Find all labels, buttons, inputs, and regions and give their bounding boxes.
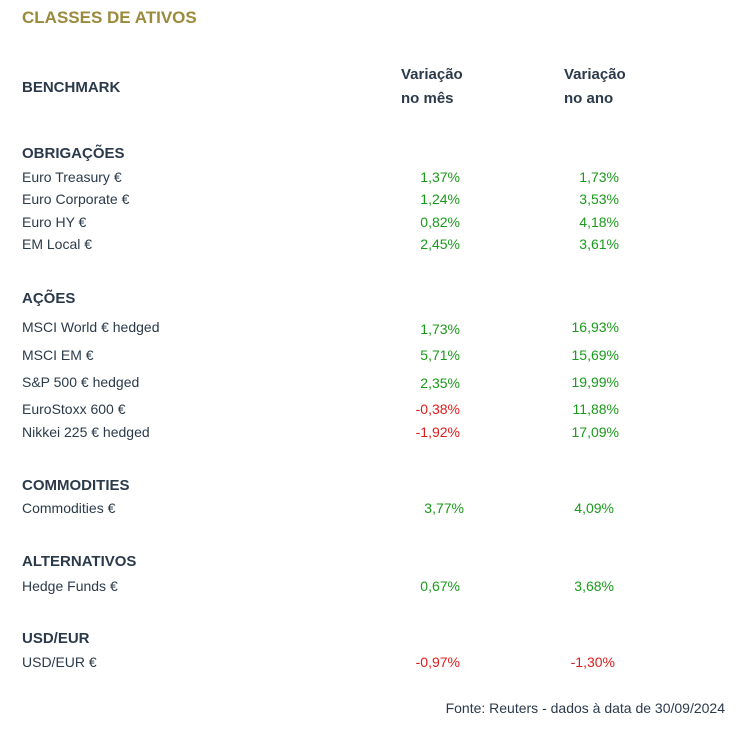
row-month-value: 1,73% xyxy=(420,321,460,337)
row-label: EM Local € xyxy=(22,236,93,252)
year-change-header: Variação no ano xyxy=(564,63,626,111)
row-month-value: 5,71% xyxy=(420,347,460,363)
row-year-value: 3,61% xyxy=(579,236,619,252)
row-year-value: 19,99% xyxy=(571,374,619,390)
row-label: Euro HY € xyxy=(22,214,87,230)
row-year-value: 11,88% xyxy=(572,401,619,417)
row-month-value: 0,67% xyxy=(420,578,460,594)
row-year-value: 3,68% xyxy=(574,578,614,594)
row-year-value: 4,18% xyxy=(579,214,619,230)
section-title-usd-eur: USD/EUR xyxy=(22,630,90,647)
section-title-obrigacoes: OBRIGAÇÕES xyxy=(22,145,125,162)
row-label: Nikkei 225 € hedged xyxy=(22,424,150,440)
row-year-value: 16,93% xyxy=(571,319,619,335)
row-year-value: 15,69% xyxy=(571,347,619,363)
row-month-value: 2,45% xyxy=(420,236,460,252)
row-label: Euro Corporate € xyxy=(22,191,130,207)
year-change-header-line1: Variação xyxy=(564,66,626,83)
row-label: Hedge Funds € xyxy=(22,578,118,594)
month-change-header-line1: Variação xyxy=(401,66,463,83)
month-change-header-line2: no mês xyxy=(401,90,454,107)
row-year-value: 3,53% xyxy=(579,191,619,207)
section-title-alternativos: ALTERNATIVOS xyxy=(22,553,137,570)
row-label: Euro Treasury € xyxy=(22,169,122,185)
row-month-value: 2,35% xyxy=(420,375,460,391)
row-month-value: -1,92% xyxy=(415,424,460,440)
section-title-commodities: COMMODITIES xyxy=(22,477,130,494)
row-month-value: 3,77% xyxy=(424,500,464,516)
year-change-header-line2: no ano xyxy=(564,90,614,107)
row-month-value: 1,24% xyxy=(420,191,460,207)
row-month-value: -0,97% xyxy=(415,654,460,670)
month-change-header: Variação no mês xyxy=(401,63,463,111)
row-year-value: -1,30% xyxy=(570,654,615,670)
page-title: CLASSES DE ATIVOS xyxy=(22,8,197,27)
row-month-value: -0,38% xyxy=(415,401,460,417)
row-month-value: 0,82% xyxy=(420,214,460,230)
row-year-value: 1,73% xyxy=(579,169,619,185)
benchmark-header: BENCHMARK xyxy=(22,79,121,96)
row-label: Commodities € xyxy=(22,500,116,516)
row-label: EuroStoxx 600 € xyxy=(22,401,126,417)
row-year-value: 17,09% xyxy=(571,424,619,440)
row-label: MSCI EM € xyxy=(22,347,94,363)
row-month-value: 1,37% xyxy=(420,169,460,185)
row-label: S&P 500 € hedged xyxy=(22,374,140,390)
section-title-acoes: AÇÕES xyxy=(22,290,76,307)
row-label: USD/EUR € xyxy=(22,654,97,670)
row-label: MSCI World € hedged xyxy=(22,319,160,335)
source-note: Fonte: Reuters - dados à data de 30/09/2… xyxy=(445,700,725,716)
row-year-value: 4,09% xyxy=(574,500,614,516)
